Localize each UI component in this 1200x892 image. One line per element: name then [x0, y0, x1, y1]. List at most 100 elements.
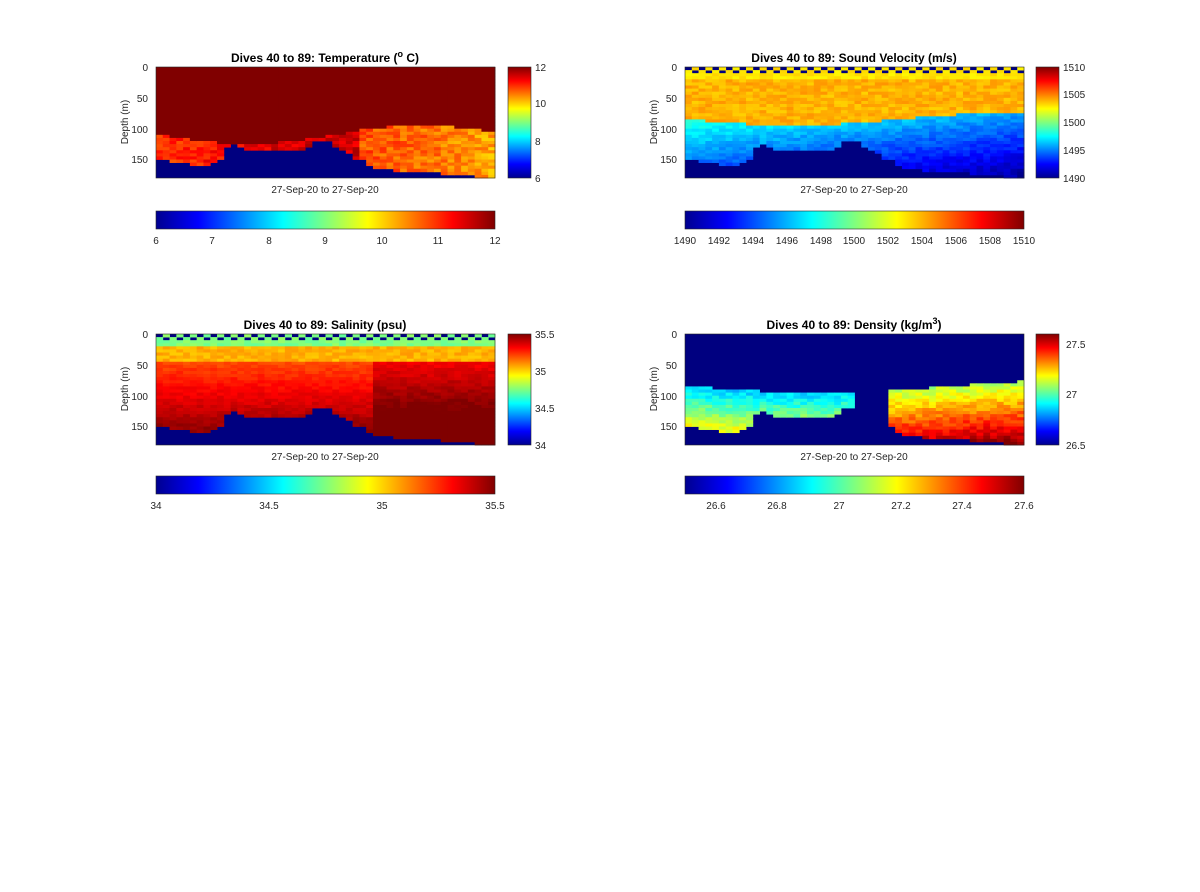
heatmap-cell	[996, 97, 1005, 102]
heatmap-cell	[298, 383, 306, 387]
heatmap-cell	[447, 104, 455, 108]
heatmap-cell	[929, 429, 937, 434]
heatmap-cell	[210, 401, 218, 406]
heatmap-cell	[372, 417, 381, 421]
heatmap-cell	[196, 401, 204, 406]
heatmap-cell	[962, 153, 971, 157]
heatmap-cell	[366, 134, 374, 139]
heatmap-cell	[440, 438, 448, 443]
heatmap-cell	[420, 79, 428, 83]
heatmap-cell	[427, 377, 435, 381]
heatmap-cell	[210, 156, 218, 160]
heatmap-cell	[739, 70, 747, 74]
heatmap-cell	[773, 107, 781, 111]
heatmap-cell	[183, 426, 191, 430]
heatmap-cell	[420, 420, 428, 424]
heatmap-cell	[454, 398, 462, 403]
heatmap-cell	[481, 165, 489, 170]
heatmap-cell	[372, 420, 381, 424]
heatmap-cell	[420, 423, 428, 427]
heatmap-cell	[786, 119, 794, 123]
heatmap-cell	[779, 110, 788, 114]
heatmap-cell	[820, 137, 828, 142]
heatmap-cell	[264, 144, 272, 148]
heatmap-cell	[332, 134, 340, 139]
heatmap-cell	[203, 361, 211, 366]
heatmap-cell	[345, 361, 354, 366]
heatmap-cell	[712, 404, 720, 409]
heatmap-cell	[359, 97, 367, 102]
heatmap-cell	[203, 404, 211, 409]
heatmap-cell	[759, 128, 767, 133]
heatmap-cell	[433, 414, 442, 418]
y-tick: 100	[131, 392, 148, 403]
heatmap-cell	[922, 128, 930, 133]
heatmap-cell	[922, 104, 930, 108]
heatmap-cell	[176, 97, 184, 102]
heatmap-cell	[440, 119, 448, 123]
heatmap-cell	[237, 70, 245, 74]
heatmap-cell	[413, 392, 421, 397]
heatmap-cell	[888, 104, 896, 108]
heatmap-cell	[359, 156, 367, 160]
heatmap-cell	[433, 364, 442, 369]
heatmap-cell	[712, 131, 720, 136]
heatmap-cell	[949, 82, 957, 86]
heatmap-cell	[400, 395, 408, 400]
heatmap-cell	[474, 119, 482, 123]
heatmap-cell	[929, 153, 937, 157]
heatmap-cell	[169, 82, 177, 86]
heatmap-cell	[474, 392, 482, 397]
heatmap-cell	[183, 107, 191, 111]
heatmap-cell	[189, 371, 198, 375]
heatmap-cell	[196, 392, 204, 397]
heatmap-cell	[949, 423, 957, 427]
heatmap-cell	[223, 85, 231, 89]
heatmap-cell	[345, 82, 354, 86]
heatmap-cell	[705, 153, 713, 157]
heatmap-cell	[305, 134, 313, 139]
heatmap-cell	[956, 100, 964, 105]
heatmap-cell	[284, 97, 292, 102]
heatmap-cell	[325, 380, 333, 384]
heatmap-cell	[759, 104, 767, 108]
heatmap-cell	[359, 104, 367, 108]
heatmap-cell	[983, 107, 991, 111]
heatmap-cell	[359, 386, 367, 390]
heatmap-cell	[203, 137, 211, 142]
heatmap-cell	[786, 73, 794, 77]
heatmap-cell	[467, 435, 476, 440]
heatmap-cell	[271, 383, 279, 387]
heatmap-cell	[447, 171, 455, 176]
heatmap-cell	[203, 414, 211, 418]
heatmap-cell	[183, 79, 191, 83]
heatmap-cell	[298, 408, 306, 412]
heatmap-cell	[915, 156, 923, 160]
heatmap-cell	[366, 417, 374, 421]
heatmap-cell	[956, 144, 964, 148]
heatmap-cell	[284, 367, 292, 372]
heatmap-cell	[922, 122, 930, 126]
heatmap-cell	[461, 91, 469, 96]
heatmap-cell	[895, 144, 903, 148]
heatmap-cell	[820, 414, 828, 418]
heatmap-cell	[990, 104, 998, 108]
heatmap-cell	[759, 85, 767, 89]
heatmap-cell	[467, 352, 476, 356]
heatmap-cell	[759, 82, 767, 86]
heatmap-cell	[447, 417, 455, 421]
heatmap-cell	[284, 94, 292, 99]
heatmap-cell	[420, 358, 428, 363]
heatmap-cell	[278, 97, 286, 102]
heatmap-cell	[746, 119, 754, 123]
heatmap-cell	[386, 70, 394, 74]
heatmap-cell	[156, 377, 164, 381]
heatmap-cell	[949, 432, 957, 437]
heatmap-cell	[420, 122, 428, 126]
heatmap-cell	[956, 91, 964, 96]
heatmap-cell	[162, 147, 170, 151]
heatmap-cell	[298, 386, 306, 390]
heatmap-cell	[264, 122, 272, 126]
heatmap-cell	[895, 162, 903, 167]
heatmap-cell	[250, 131, 259, 136]
